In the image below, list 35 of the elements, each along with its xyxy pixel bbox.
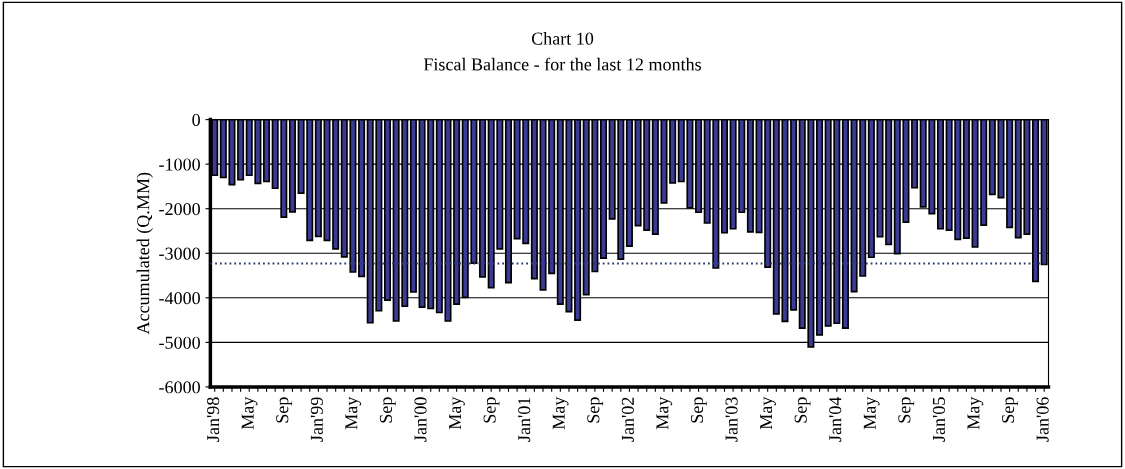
x-tick-label: Jan'03 (725, 397, 738, 442)
x-tick-label: Jan'04 (829, 396, 842, 442)
x-tick-label: Jan'99 (310, 397, 323, 442)
x-tick-label: Sep (276, 397, 293, 423)
x-tick-label: May (241, 396, 258, 430)
x-tick-label: Sep (483, 397, 500, 423)
y-tick-label: 0 (192, 113, 200, 127)
y-tick-label: -6000 (159, 381, 200, 394)
x-tick-label: Jan'98 (207, 397, 220, 442)
x-tick-label: May (345, 396, 362, 430)
y-tick-label: -1000 (159, 158, 200, 171)
x-tick-label: May (863, 396, 880, 430)
x-tick-label: May (967, 396, 984, 430)
y-axis-title: Accumulated (Q.MM) (136, 172, 153, 335)
y-tick-label: -3000 (159, 247, 200, 260)
x-tick-label: May (449, 396, 465, 430)
x-tick-label: Sep (379, 397, 396, 423)
x-tick-label: May (552, 396, 569, 430)
y-tick-label: -5000 (159, 336, 200, 349)
x-tick-label: Jan'06 (1036, 397, 1049, 442)
x-tick-label: May (760, 396, 776, 430)
x-tick-label: Sep (794, 397, 811, 423)
y-tick-label: -4000 (159, 292, 200, 305)
x-tick-label: Sep (587, 397, 604, 423)
y-tick-label: -2000 (159, 202, 200, 216)
x-tick-label: Sep (898, 397, 915, 423)
x-tick-label: Jan'02 (621, 397, 634, 442)
x-tick-label: Jan'01 (518, 397, 531, 442)
chart-subtitle: Fiscal Balance - for the last 12 months (423, 57, 701, 71)
x-tick-label: Jan'05 (932, 397, 946, 442)
x-tick-label: Sep (1002, 397, 1018, 423)
chart-title: Chart 10 (531, 32, 594, 45)
x-tick-label: May (656, 396, 673, 430)
x-tick-label: Sep (690, 397, 707, 423)
x-tick-label: Jan'00 (414, 397, 427, 442)
